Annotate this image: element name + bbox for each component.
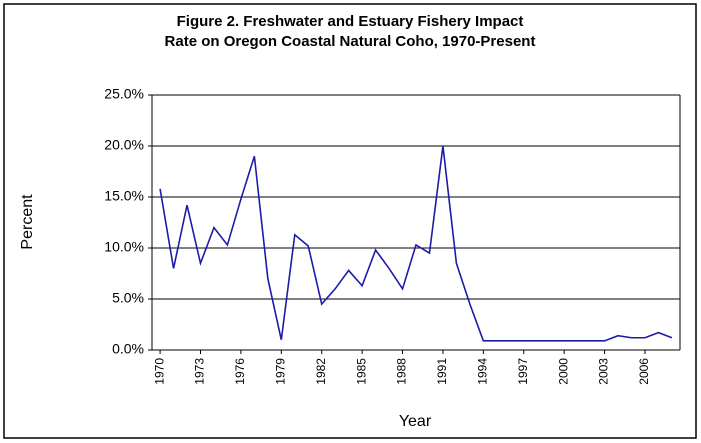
- x-tick-label: 1997: [516, 358, 530, 385]
- y-tick-label: 25.0%: [104, 86, 144, 102]
- x-tick-label: 2000: [556, 358, 570, 385]
- x-tick-label: 1994: [476, 358, 490, 385]
- x-tick-label: 2006: [637, 358, 651, 385]
- x-tick-label: 1985: [354, 358, 368, 385]
- y-tick-label: 10.0%: [104, 239, 144, 255]
- x-tick-label: 1979: [273, 358, 287, 385]
- chart-title: Rate on Oregon Coastal Natural Coho, 197…: [165, 33, 536, 50]
- x-tick-label: 2003: [597, 358, 611, 385]
- x-tick-label: 1991: [435, 358, 449, 385]
- y-tick-label: 5.0%: [112, 290, 144, 306]
- y-tick-label: 0.0%: [112, 341, 144, 357]
- x-tick-label: 1973: [193, 358, 207, 385]
- y-tick-label: 15.0%: [104, 188, 144, 204]
- x-tick-label: 1982: [314, 358, 328, 385]
- y-axis-label: Percent: [19, 194, 36, 250]
- x-tick-label: 1970: [152, 358, 166, 385]
- data-line: [159, 145, 673, 342]
- y-tick-label: 20.0%: [104, 137, 144, 153]
- chart-title: Figure 2. Freshwater and Estuary Fishery…: [177, 13, 524, 30]
- chart-border: [3, 3, 697, 439]
- x-tick-label: 1988: [395, 358, 409, 385]
- x-tick-label: 1976: [233, 358, 247, 385]
- x-axis-label: Year: [399, 413, 432, 430]
